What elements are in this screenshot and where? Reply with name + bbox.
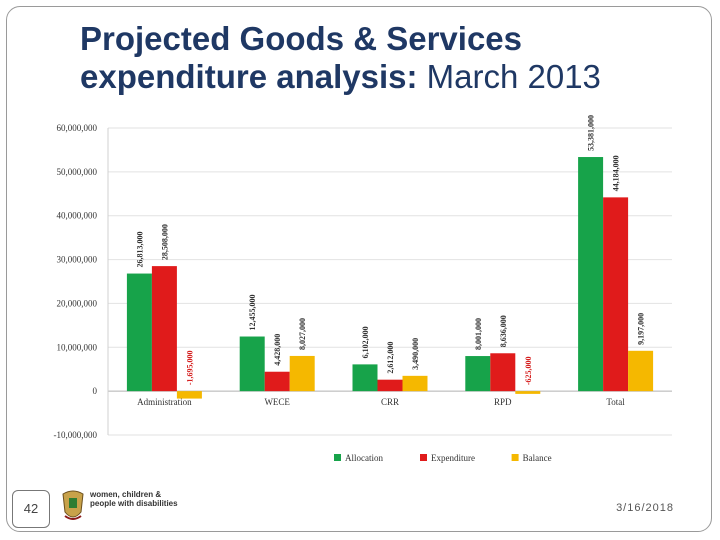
legend-swatch-allocation [334, 454, 341, 461]
legend-label-balance: Balance [523, 453, 552, 463]
bar-balance-crr [402, 375, 428, 392]
slide-title: Projected Goods & Services expenditure a… [80, 20, 680, 96]
bar-expenditure-wece [264, 371, 290, 392]
x-tick-label: CRR [381, 397, 399, 407]
data-label: 4,428,000 [273, 334, 282, 366]
y-tick-label: 0 [93, 386, 98, 396]
data-label: 6,102,000 [361, 326, 370, 358]
logo-text-line-1: women, children & [90, 490, 162, 499]
bar-allocation-administration [126, 273, 152, 392]
x-tick-label: Administration [137, 397, 192, 407]
data-label: 9,197,000 [637, 313, 646, 345]
page-number: 42 [12, 490, 50, 528]
y-tick-label: 10,000,000 [57, 342, 98, 352]
bar-expenditure-total [603, 197, 629, 392]
data-label: 44,184,000 [612, 155, 621, 191]
data-label: 8,001,000 [474, 318, 483, 350]
data-label: 12,455,000 [248, 295, 257, 331]
bar-allocation-crr [352, 364, 378, 392]
bar-expenditure-crr [377, 379, 403, 392]
bar-allocation-total [578, 157, 604, 392]
data-label: 2,612,000 [386, 342, 395, 374]
x-tick-label: Total [606, 397, 625, 407]
bar-allocation-wece [239, 336, 265, 392]
title-line-2-bold: expenditure analysis: [80, 58, 418, 95]
data-label: 53,381,000 [587, 115, 596, 151]
data-label: 8,636,000 [499, 315, 508, 347]
coat-of-arms-icon [62, 490, 84, 520]
legend-swatch-expenditure [420, 454, 427, 461]
bar-expenditure-administration [151, 266, 177, 392]
title-line-2: expenditure analysis: March 2013 [80, 58, 680, 96]
slide-frame [6, 6, 712, 532]
y-tick-label: 40,000,000 [57, 211, 98, 221]
legend-label-allocation: Allocation [345, 453, 383, 463]
title-line-1: Projected Goods & Services [80, 20, 523, 57]
data-label: 3,490,000 [411, 338, 420, 370]
y-tick-label: 60,000,000 [57, 123, 98, 133]
slide-date: 3/16/2018 [616, 502, 674, 514]
logo-text-line-2: people with disabilities [90, 499, 178, 508]
x-tick-label: RPD [494, 397, 512, 407]
department-logo: women, children & people with disabiliti… [60, 488, 190, 528]
x-tick-label: WECE [264, 397, 290, 407]
data-label: 26,813,000 [135, 232, 144, 268]
legend-label-expenditure: Expenditure [431, 453, 475, 463]
y-tick-label: -10,000,000 [54, 430, 98, 440]
legend-swatch-balance [511, 454, 519, 461]
data-label: 28,508,000 [160, 224, 169, 260]
bar-balance-total [628, 350, 654, 392]
bar-expenditure-rpd [490, 353, 516, 392]
y-tick-label: 20,000,000 [57, 298, 98, 308]
data-label: -625,000 [524, 356, 533, 385]
title-line-2-rest: March 2013 [417, 58, 601, 95]
data-label: 8,027,000 [298, 318, 307, 350]
bar-balance-wece [289, 355, 315, 392]
data-label: -1,695,000 [185, 350, 194, 385]
bar-balance-administration [176, 391, 202, 399]
y-tick-label: 50,000,000 [57, 167, 98, 177]
bar-balance-rpd [515, 391, 541, 394]
y-tick-label: 30,000,000 [57, 255, 98, 265]
bar-allocation-rpd [465, 356, 491, 392]
